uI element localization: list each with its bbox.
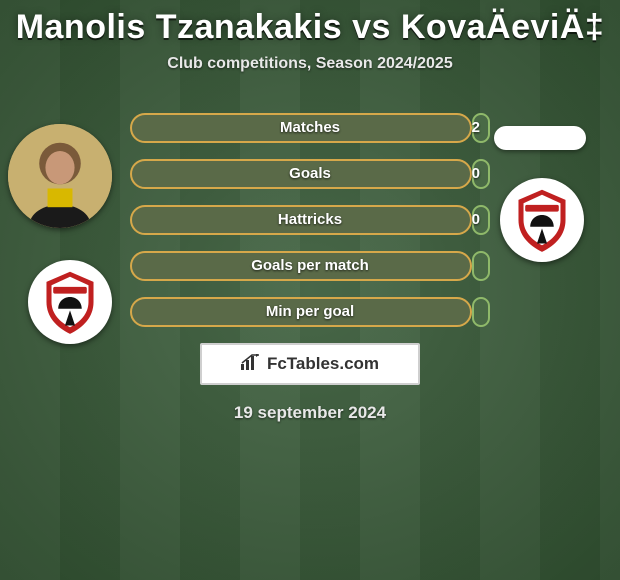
- chart-icon: [241, 354, 261, 375]
- player-left-avatar: [8, 124, 112, 228]
- stat-label: Goals: [130, 159, 490, 189]
- player-right-pill: [494, 126, 586, 150]
- stat-value-left-player: 0: [472, 159, 480, 189]
- shield-icon: [500, 178, 584, 262]
- club-right-crest: [500, 178, 584, 262]
- stat-value-left-player: 0: [472, 205, 480, 235]
- club-left-crest: [28, 260, 112, 344]
- stat-row: Goals per match: [130, 251, 490, 281]
- stat-label: Goals per match: [130, 251, 490, 281]
- page-title: Manolis Tzanakakis vs KovaÄeviÄ‡: [0, 0, 620, 47]
- page-subtitle: Club competitions, Season 2024/2025: [0, 55, 620, 73]
- date-text: 19 september 2024: [0, 403, 620, 423]
- stat-value-left-player: 2: [472, 113, 480, 143]
- stat-row: Hattricks0: [130, 205, 490, 235]
- stat-label: Matches: [130, 113, 490, 143]
- brand-text: FcTables.com: [267, 354, 379, 374]
- stat-row: Matches2: [130, 113, 490, 143]
- stat-label: Hattricks: [130, 205, 490, 235]
- stat-row: Min per goal: [130, 297, 490, 327]
- stats-panel: Matches2Goals0Hattricks0Goals per matchM…: [130, 113, 490, 327]
- stat-label: Min per goal: [130, 297, 490, 327]
- player-left-avatar-placeholder: [8, 124, 112, 228]
- stat-row: Goals0: [130, 159, 490, 189]
- shield-icon: [28, 260, 112, 344]
- brand-box: FcTables.com: [200, 343, 420, 385]
